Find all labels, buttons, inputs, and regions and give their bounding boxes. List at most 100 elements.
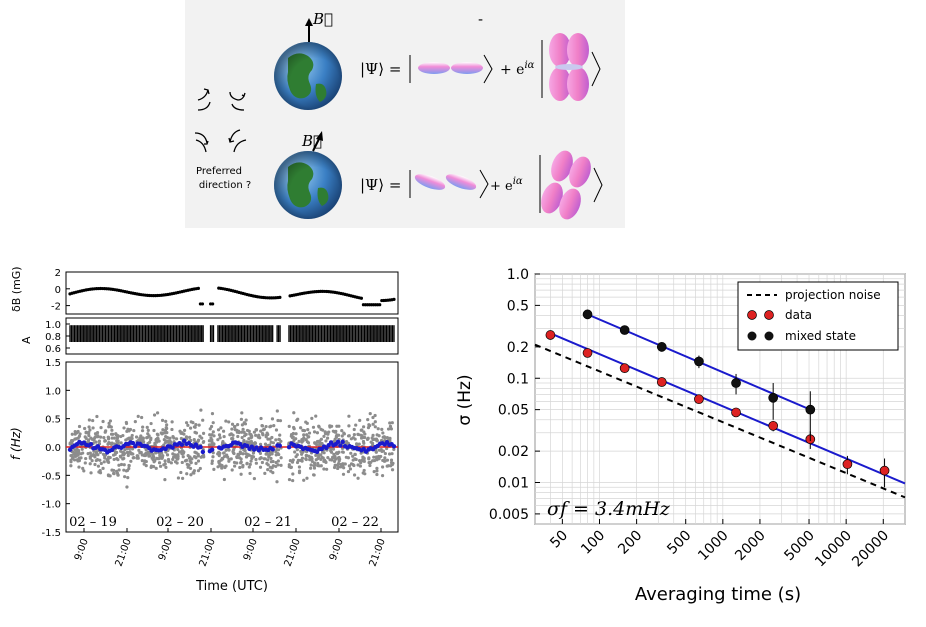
f-raw-point [366, 437, 370, 441]
f-raw-point [362, 456, 366, 460]
f-raw-point [315, 431, 320, 435]
f-raw-point [140, 415, 144, 420]
allan-legend: projection noise data mixed state [737, 281, 899, 351]
f-raw-point [173, 460, 178, 464]
f-raw-point [317, 453, 321, 457]
f-raw-point [269, 440, 273, 444]
f-raw-point [90, 459, 94, 463]
f-raw-point [103, 456, 107, 460]
f-raw-point [245, 452, 249, 456]
f-tick-label: -0.5 [41, 471, 61, 482]
f-raw-point [200, 436, 204, 440]
f-raw-point [238, 465, 242, 470]
f-raw-point [127, 436, 131, 440]
f-raw-point [91, 418, 95, 423]
data-point [545, 330, 556, 340]
f-raw-point [291, 472, 295, 476]
f-raw-point [197, 423, 201, 427]
f-raw-point [130, 447, 135, 451]
f-raw-point [86, 438, 91, 442]
f-raw-point [106, 474, 111, 478]
f-raw-point [259, 429, 263, 433]
f-raw-point [244, 455, 249, 459]
f-raw-point [274, 438, 278, 442]
f-raw-point [390, 468, 395, 472]
f-raw-point [194, 461, 198, 466]
f-axis-label: f (Hz) [9, 427, 23, 460]
f-raw-point [124, 469, 129, 473]
f-raw-point [122, 452, 127, 456]
f-raw-point [274, 450, 278, 454]
f-raw-point [99, 461, 103, 466]
allan-y-tick-label: 1.0 [507, 267, 529, 283]
f-raw-point [278, 433, 282, 437]
f-raw-point [118, 454, 122, 458]
f-raw-point [130, 436, 134, 441]
f-raw-point [259, 416, 263, 421]
f-raw-point [69, 438, 74, 443]
f-raw-point [371, 433, 375, 438]
f-raw-point [154, 466, 158, 470]
f-avg-point [209, 447, 215, 452]
f-raw-point [306, 441, 311, 445]
f-avg-point [179, 442, 185, 447]
f-raw-point [304, 438, 308, 442]
f-raw-point [212, 442, 216, 446]
f-raw-point [210, 438, 214, 442]
f-raw-point [230, 427, 234, 431]
f-raw-point [351, 463, 355, 467]
earth-icon [274, 42, 342, 110]
f-raw-point [381, 435, 385, 439]
time-tick-label: 21:00 [368, 537, 388, 568]
f-raw-point [171, 452, 175, 456]
f-raw-point [81, 466, 85, 470]
f-raw-point [171, 434, 175, 439]
allan-y-tick-label: 0.05 [498, 403, 529, 419]
f-raw-point [236, 452, 240, 457]
db-point [359, 296, 363, 300]
f-raw-point [76, 436, 80, 440]
f-raw-point [388, 421, 392, 425]
f-raw-point [377, 434, 381, 438]
data-point [582, 348, 593, 358]
f-raw-point [252, 430, 257, 434]
f-raw-point [231, 451, 236, 455]
f-raw-point [301, 439, 305, 443]
f-raw-point [271, 464, 275, 468]
f-raw-point [325, 436, 330, 440]
f-raw-point [146, 435, 150, 439]
allan-y-tick-label: 0.2 [507, 340, 529, 356]
f-raw-point [239, 461, 243, 465]
f-raw-point [323, 458, 327, 462]
f-raw-point [239, 472, 243, 476]
allan-x-tick-label: 200 [615, 528, 645, 558]
psi-label-1: |Ψ⟩ = [360, 60, 401, 78]
f-raw-point [297, 465, 302, 469]
f-raw-point [149, 421, 153, 426]
f-raw-point [375, 469, 379, 473]
f-raw-point [242, 430, 246, 434]
f-raw-point [90, 437, 94, 441]
f-raw-point [136, 456, 140, 460]
f-raw-point [81, 451, 85, 455]
f-raw-point [187, 463, 191, 467]
f-raw-point [368, 463, 372, 468]
mixed-state-point [694, 356, 704, 367]
f-raw-point [241, 427, 245, 431]
f-raw-point [324, 439, 328, 443]
f-raw-point [347, 424, 351, 428]
b-arrowhead-1 [305, 18, 313, 26]
f-raw-point [342, 466, 346, 470]
f-raw-point [287, 424, 291, 429]
f-raw-point [127, 463, 131, 468]
a-tick-label: 1.0 [45, 320, 61, 331]
f-raw-point [288, 459, 292, 463]
f-raw-point [304, 457, 308, 461]
f-raw-point [372, 455, 376, 459]
f-raw-point [388, 424, 393, 429]
f-raw-point [295, 460, 300, 465]
f-raw-point [99, 426, 103, 430]
f-raw-point [297, 439, 301, 443]
f-raw-point [141, 425, 145, 429]
f-raw-point [249, 459, 253, 463]
